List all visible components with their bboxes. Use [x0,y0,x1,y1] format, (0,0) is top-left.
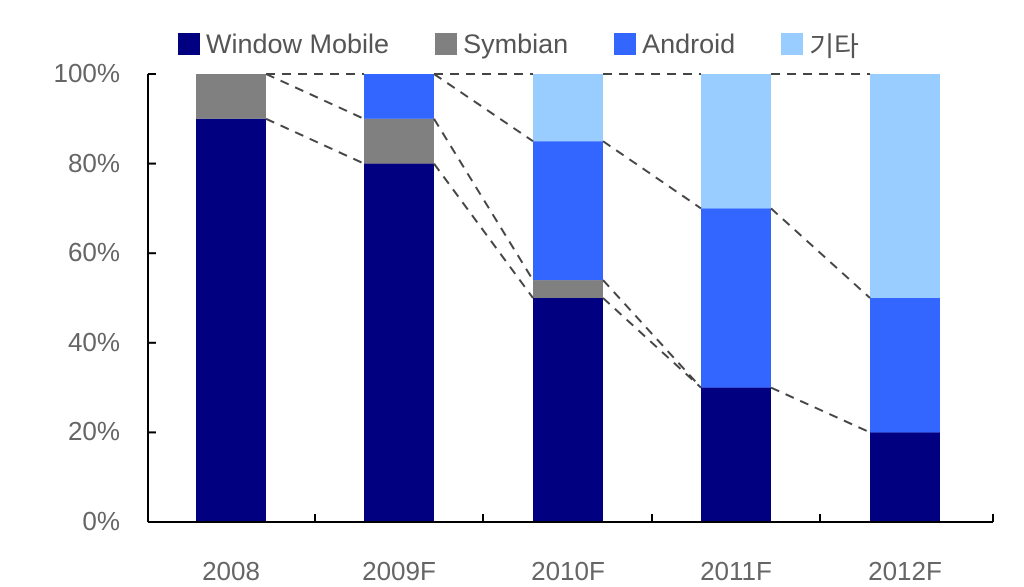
series-line [602,140,702,210]
series-line [770,386,871,434]
legend-item-android: Android [614,29,735,60]
series-line [770,207,871,299]
y-tick-label: 40% [67,326,120,357]
y-tick-label: 60% [67,237,120,268]
bar-segment-android [533,141,603,281]
series-line [602,279,702,389]
bar-segment-android [701,208,771,388]
y-tick-label: 80% [67,147,120,178]
x-tick-label: 2012F [868,556,942,586]
series-line [433,163,534,299]
x-tick-label: 2009F [362,556,436,586]
legend-item-other: 기타 [781,25,859,64]
bar-segment-android [870,298,940,433]
bar-segment-기타 [533,74,603,142]
bar-segment-symbian [533,280,603,298]
series-line [265,117,365,165]
bar-segment-symbian [364,118,434,164]
legend-swatch-window-mobile [178,33,200,55]
legend-label: 기타 [809,31,859,62]
bar-segment-window-mobile [870,432,940,522]
bar-segment-window-mobile [701,387,771,522]
series-line [433,118,534,281]
y-tick-label: 20% [67,416,120,447]
series-line [265,73,365,120]
x-tick-label: 2011F [700,556,772,586]
legend-label: Window Mobile [206,28,390,59]
bar-segment-기타 [870,74,940,298]
bar-segment-symbian [196,74,266,119]
bar-segment-window-mobile [364,163,434,522]
legend-label: Symbian [463,28,569,59]
y-tick-label: 100% [53,58,121,88]
legend-swatch-other [781,33,804,55]
legend-swatch-android [614,33,637,55]
bar-segment-기타 [701,74,771,209]
bar-segment-window-mobile [533,298,603,522]
bar-segment-android [364,74,434,119]
bar-segment-window-mobile [196,118,266,523]
series-line [602,297,702,389]
chart-legend: Window Mobile Symbian Android 기타 [178,26,905,62]
series-line [433,73,534,143]
legend-label: Android [642,28,736,59]
x-tick-label: 2008 [202,556,260,586]
legend-swatch-symbian [435,33,458,55]
legend-item-symbian: Symbian [435,29,568,60]
y-tick-label: 0% [82,506,120,536]
x-tick-label: 2010F [531,556,605,586]
legend-item-window-mobile: Window Mobile [178,29,389,60]
